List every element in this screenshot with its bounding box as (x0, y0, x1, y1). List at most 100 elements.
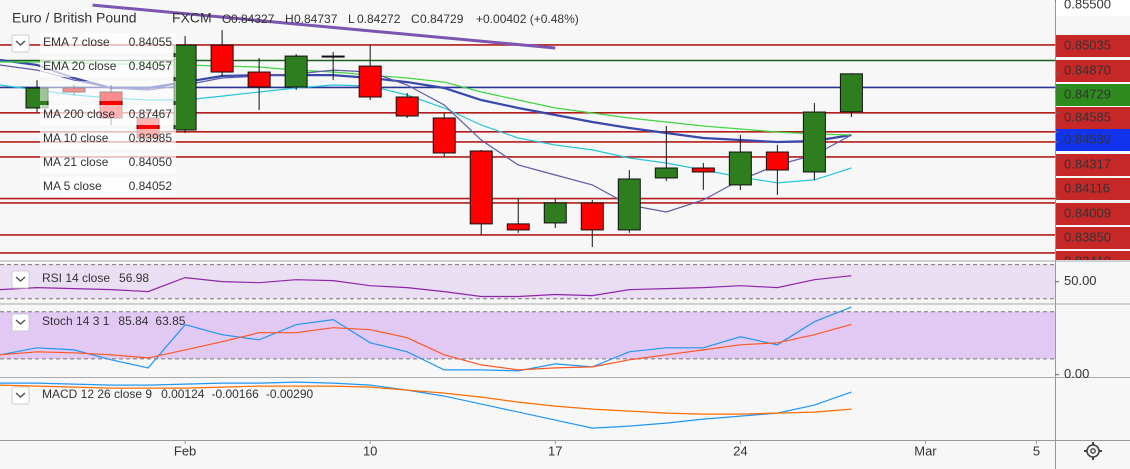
price-label: 0.84585 (1064, 109, 1111, 124)
x-tick-label: 17 (548, 443, 562, 458)
trend-line (92, 3, 556, 50)
legend-toggle-icon (15, 392, 26, 399)
indicator-line (0, 306, 852, 372)
candle-body (654, 167, 678, 179)
ohlc-value: 0.84729 (420, 12, 464, 26)
indicator-panels: Feb 10 17 24 Mar 5 50.00 RSI 14 close 56.98 0.00 S… (0, 264, 1097, 458)
price-label-bg (1056, 0, 1130, 16)
overlay: Euro / British Pound FXCM O 0.84327 H 0.847… (11, 10, 579, 197)
candle-body (802, 111, 826, 173)
ohlc-label: C (411, 12, 420, 26)
legend-value: 0.87467 (129, 107, 173, 121)
indicator-line (0, 323, 852, 371)
ohlc-label: O (222, 12, 231, 26)
x-tick-label: Mar (914, 443, 937, 458)
x-tick-label: 10 (363, 443, 377, 458)
legend-value: 0.84050 (129, 155, 173, 169)
ohlc-value: 0.84272 (357, 12, 401, 26)
candle-body (580, 202, 604, 231)
price-label: 0.84870 (1064, 62, 1111, 77)
legend-toggle-icon (15, 276, 26, 283)
legend-toggle[interactable] (11, 313, 30, 332)
price-label: 0.85035 (1064, 37, 1111, 52)
candle-body (543, 202, 567, 224)
price-label: 0.83850 (1064, 229, 1111, 244)
legend-toggle-icon (15, 319, 26, 326)
legend-toggle[interactable] (11, 270, 30, 289)
candle-body (506, 223, 530, 231)
legend-toggle-icon (15, 40, 26, 47)
price-label: 0.84317 (1064, 156, 1111, 171)
ohlc-label: L (348, 12, 355, 26)
candle-body (469, 150, 493, 225)
price-label-bg (1056, 154, 1130, 176)
legend-value: 0.84057 (129, 59, 173, 73)
price-label-bg (1056, 227, 1130, 249)
legend-name: RSI 14 close (42, 271, 110, 285)
indicator-panel (0, 306, 1055, 372)
legend-name: MACD 12 26 close 9 (42, 387, 152, 401)
price-label-bg (1056, 107, 1130, 129)
legend-toggle[interactable] (11, 386, 30, 405)
price-label-bg (1056, 84, 1130, 106)
legend-value: -0.00166 (211, 387, 259, 401)
legend-row-bg (40, 33, 176, 53)
price-label: 0.84539 (1064, 131, 1111, 146)
candle-body (358, 65, 382, 98)
x-tick-label: 24 (733, 443, 747, 458)
price-label: 0.84116 (1064, 180, 1110, 195)
legend-name: MA 5 close (43, 179, 102, 193)
candle-body (765, 151, 789, 171)
symbol-title: Euro / British Pound (12, 10, 137, 26)
legend-row-bg (40, 177, 176, 197)
legend-value: 85.84 (118, 314, 148, 328)
legend-row-bg (40, 129, 176, 149)
candle-body (728, 151, 752, 186)
legend-row-bg (40, 153, 176, 173)
candle-body (247, 71, 271, 88)
y-tick-label: 50.00 (1064, 273, 1097, 288)
price-label-bg (1056, 35, 1130, 57)
candle-body (321, 55, 345, 58)
price-panel: 0.85500 0.85035 0.84870 0.84729 0.84585 0.845… (0, 0, 1130, 268)
symbol-source: FXCM (172, 10, 212, 26)
legend-row-bg (40, 57, 176, 77)
indicator-panel (0, 264, 1055, 300)
legend-value: 56.98 (119, 271, 149, 285)
candle-body (173, 44, 197, 131)
y-tick-label: 0.00 (1064, 366, 1089, 381)
price-label: 0.84009 (1064, 205, 1111, 220)
indicator-band (0, 264, 1055, 299)
ohlc-value: 0.84737 (294, 12, 338, 26)
price-label: 0.83410 (1064, 253, 1111, 268)
price-label-bg (1056, 60, 1130, 82)
x-tick-label: Feb (174, 443, 196, 458)
legend-value: 0.84052 (129, 179, 173, 193)
price-label: 0.85500 (1064, 0, 1111, 11)
legend-name: MA 21 close (43, 155, 109, 169)
legend-value: 0.00124 (161, 387, 205, 401)
legend-name: MA 200 close (43, 107, 115, 121)
price-label-bg (1056, 178, 1130, 200)
legend-name: Stoch 14 3 1 (42, 314, 110, 328)
candle-body (210, 44, 234, 73)
candle-body (284, 55, 308, 88)
legend-hidden-row (40, 81, 176, 101)
settings-icon[interactable] (1084, 442, 1102, 460)
legend-value: -0.00290 (266, 387, 314, 401)
price-label-bg (1056, 129, 1130, 151)
legend-value: 63.85 (155, 314, 185, 328)
legend-toggle[interactable] (11, 34, 30, 53)
legend-row-bg (40, 105, 176, 125)
price-label: 0.84729 (1064, 86, 1111, 101)
x-tick-label: 5 (1033, 443, 1040, 458)
candle-body (395, 96, 419, 117)
legend-name: EMA 7 close (43, 35, 110, 49)
legend-name: MA 10 close (43, 131, 109, 145)
indicator-line (0, 384, 852, 415)
candle-body (617, 178, 641, 231)
legend-value: 0.84055 (129, 35, 173, 49)
ohlc-label: H (285, 12, 294, 26)
legend-name: EMA 20 close (43, 59, 117, 73)
